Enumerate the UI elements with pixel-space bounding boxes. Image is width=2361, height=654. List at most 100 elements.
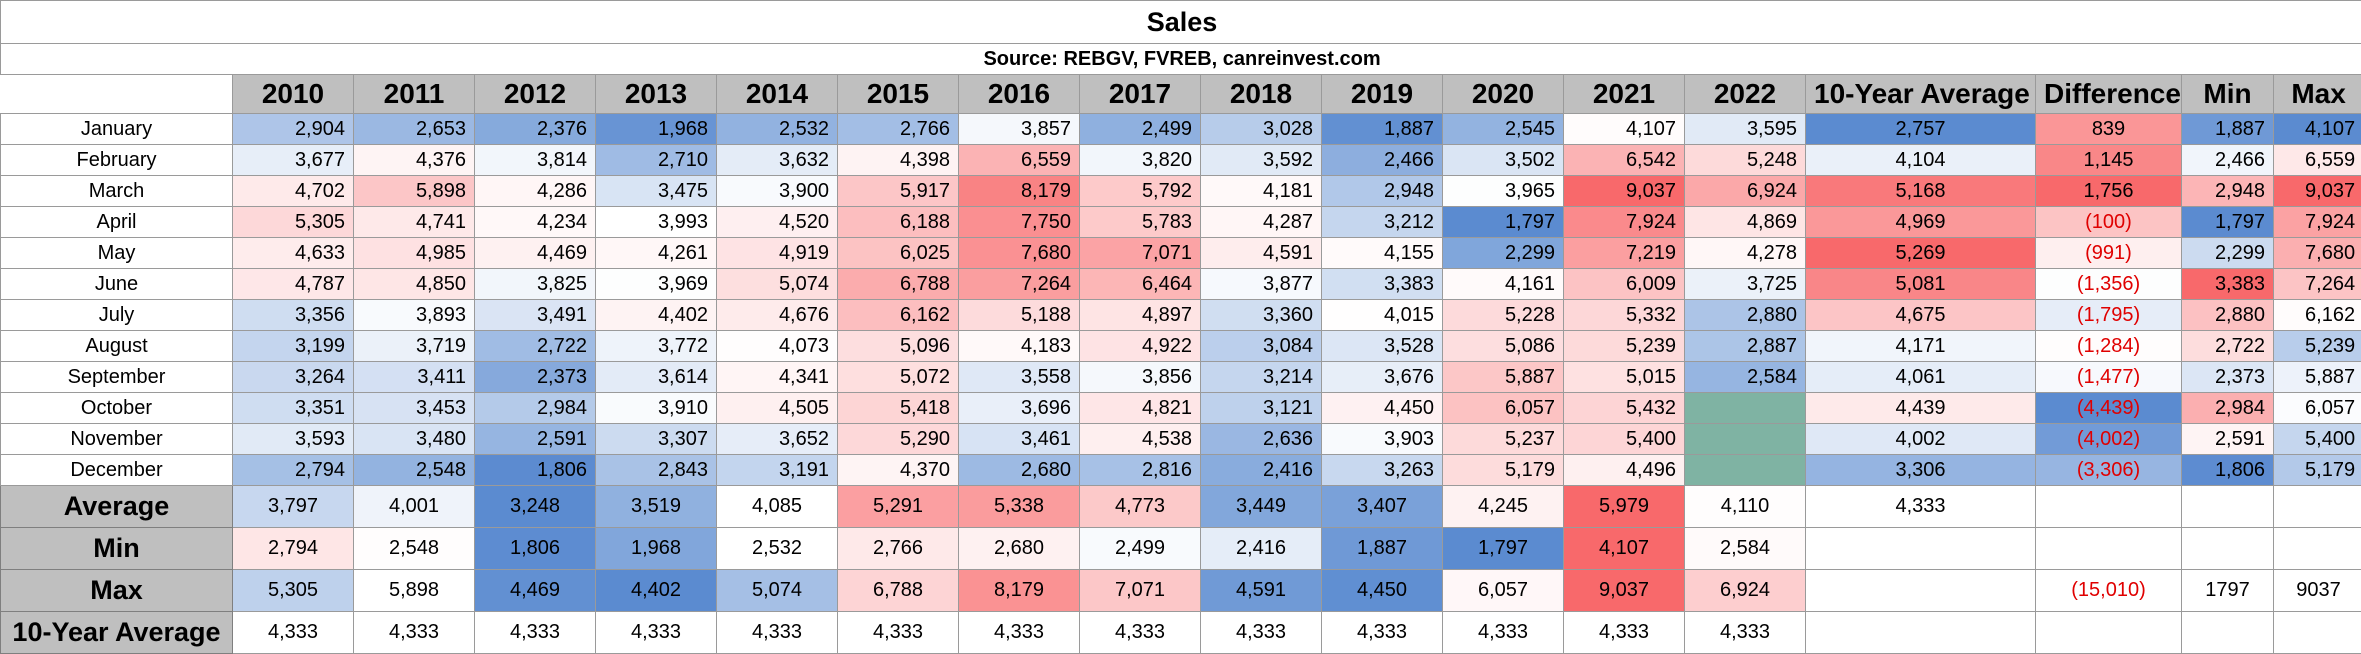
- month-label: May: [1, 238, 233, 269]
- sales-cell: 4,286: [475, 176, 596, 207]
- sales-cell: 5,188: [959, 300, 1080, 331]
- difference-cell: 1,756: [2036, 176, 2182, 207]
- sales-cell: 7,219: [1564, 238, 1685, 269]
- min-cell: 2,299: [2182, 238, 2274, 269]
- column-header: 2021: [1564, 75, 1685, 114]
- sales-cell: 2,466: [1322, 145, 1443, 176]
- max-cell: 5,239: [2274, 331, 2361, 362]
- summary-label: 10-Year Average: [1, 612, 233, 654]
- month-label: August: [1, 331, 233, 362]
- month-label: April: [1, 207, 233, 238]
- min-cell: 2,880: [2182, 300, 2274, 331]
- ten-year-average-cell: 3,306: [1806, 455, 2036, 486]
- summary-cell: 2,766: [838, 528, 959, 570]
- sales-cell: 3,893: [354, 300, 475, 331]
- month-label: December: [1, 455, 233, 486]
- month-label: March: [1, 176, 233, 207]
- sales-cell: 4,450: [1322, 393, 1443, 424]
- summary-cell: 5,074: [717, 570, 838, 612]
- sales-cell: 4,469: [475, 238, 596, 269]
- sales-cell: 7,750: [959, 207, 1080, 238]
- ten-year-average-cell: 4,171: [1806, 331, 2036, 362]
- sales-cell: 3,214: [1201, 362, 1322, 393]
- column-header: Difference: [2036, 75, 2182, 114]
- sales-cell: 2,548: [354, 455, 475, 486]
- summary-cell: 5,291: [838, 486, 959, 528]
- summary-cell: 4,469: [475, 570, 596, 612]
- sales-cell: 4,278: [1685, 238, 1806, 269]
- sales-cell: 5,887: [1443, 362, 1564, 393]
- summary-cell: 3,248: [475, 486, 596, 528]
- sales-cell: 3,592: [1201, 145, 1322, 176]
- sales-cell: 2,948: [1322, 176, 1443, 207]
- summary-cell: 7,071: [1080, 570, 1201, 612]
- sales-cell: 4,234: [475, 207, 596, 238]
- column-header: 2014: [717, 75, 838, 114]
- summary-cell: 3,797: [233, 486, 354, 528]
- summary-cell: 4,110: [1685, 486, 1806, 528]
- summary-cell: 4,333: [1564, 612, 1685, 654]
- ten-year-average-cell: 4,104: [1806, 145, 2036, 176]
- summary-cell: 4,333: [233, 612, 354, 654]
- max-cell: 9,037: [2274, 176, 2361, 207]
- sales-cell: 3,502: [1443, 145, 1564, 176]
- sales-cell: 6,788: [838, 269, 959, 300]
- sales-cell: 3,820: [1080, 145, 1201, 176]
- month-label: November: [1, 424, 233, 455]
- summary-cell: 2,548: [354, 528, 475, 570]
- column-header: Max: [2274, 75, 2361, 114]
- sales-cell: 4,985: [354, 238, 475, 269]
- ten-year-average-cell: 4,002: [1806, 424, 2036, 455]
- summary-cell: 4,333: [838, 612, 959, 654]
- summary-average-cell: 4,333: [1806, 486, 2036, 528]
- sales-cell: 3,480: [354, 424, 475, 455]
- sales-cell: 4,402: [596, 300, 717, 331]
- sales-cell: 4,591: [1201, 238, 1322, 269]
- sales-cell: 2,653: [354, 114, 475, 145]
- sales-cell: 5,432: [1564, 393, 1685, 424]
- sales-cell: 3,411: [354, 362, 475, 393]
- sales-cell: 3,825: [475, 269, 596, 300]
- column-header: 2019: [1322, 75, 1443, 114]
- ten-year-average-cell: 4,675: [1806, 300, 2036, 331]
- summary-max-cell: 9037: [2274, 570, 2361, 612]
- month-label: October: [1, 393, 233, 424]
- column-header: 2013: [596, 75, 717, 114]
- sales-cell: 3,351: [233, 393, 354, 424]
- summary-cell: 6,057: [1443, 570, 1564, 612]
- sales-cell: 3,595: [1685, 114, 1806, 145]
- summary-difference-cell: [2036, 486, 2182, 528]
- sales-cell: 7,680: [959, 238, 1080, 269]
- sales-cell: 5,096: [838, 331, 959, 362]
- summary-cell: 2,532: [717, 528, 838, 570]
- summary-cell: 6,924: [1685, 570, 1806, 612]
- sales-cell: 2,887: [1685, 331, 1806, 362]
- sales-cell: 3,652: [717, 424, 838, 455]
- ten-year-average-cell: 5,081: [1806, 269, 2036, 300]
- sales-cell: 4,919: [717, 238, 838, 269]
- summary-average-cell: [1806, 612, 2036, 654]
- sales-cell: 2,843: [596, 455, 717, 486]
- sales-cell: 2,416: [1201, 455, 1322, 486]
- sales-cell: 4,370: [838, 455, 959, 486]
- sales-cell: 3,965: [1443, 176, 1564, 207]
- summary-max-cell: [2274, 486, 2361, 528]
- sales-cell: 2,499: [1080, 114, 1201, 145]
- summary-cell: 4,333: [1201, 612, 1322, 654]
- sales-cell: 2,722: [475, 331, 596, 362]
- sales-cell: 2,880: [1685, 300, 1806, 331]
- min-cell: 1,806: [2182, 455, 2274, 486]
- min-cell: 1,797: [2182, 207, 2274, 238]
- sales-cell: 3,910: [596, 393, 717, 424]
- sales-cell: 6,464: [1080, 269, 1201, 300]
- summary-cell: 4,591: [1201, 570, 1322, 612]
- max-cell: 5,400: [2274, 424, 2361, 455]
